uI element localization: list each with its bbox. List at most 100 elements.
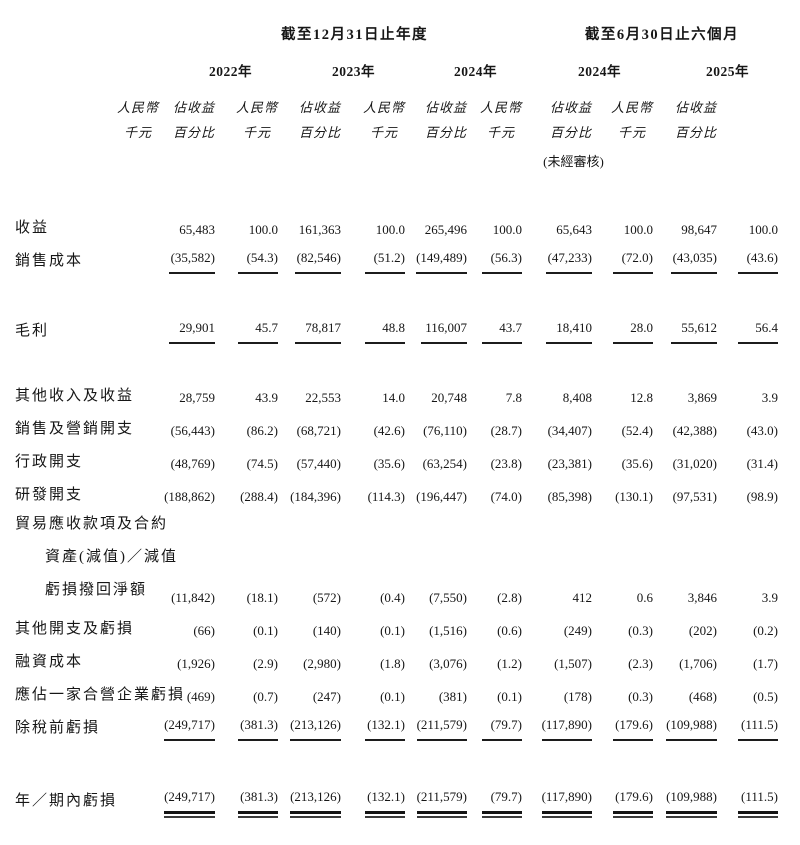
- value-text: (68,721): [296, 423, 341, 438]
- cell-value: (63,254): [405, 454, 467, 475]
- value-text: (35.6): [373, 456, 405, 471]
- value-text: (1.8): [380, 656, 405, 671]
- table-row: 其他開支及虧損 (66) (0.1) (140) (0.1) (1,516) (0.6) (2…: [15, 609, 778, 642]
- value-text: 100.0: [748, 222, 778, 237]
- subheader-pct-of-revenue: 佔收益 百分比: [405, 95, 467, 145]
- subheader-text: 人民幣 千元: [117, 95, 159, 145]
- cell-value: 18,410: [522, 318, 592, 344]
- value-text: (1,507): [554, 656, 592, 671]
- value-text: 18,410: [546, 318, 592, 344]
- value-text: 29,901: [169, 318, 215, 344]
- subheader-rmb-thousand: 人民幣 千元: [592, 95, 653, 145]
- cell-value: (31.4): [717, 454, 778, 475]
- cell-value: (79.7): [467, 787, 522, 818]
- value-text: 100.0: [375, 222, 405, 237]
- row-label: 其他開支及虧損: [15, 619, 159, 642]
- subheader-line: 人民幣: [235, 100, 278, 115]
- row-label: 應佔一家合營企業虧損: [15, 685, 183, 708]
- value-text: (117,890): [541, 787, 593, 818]
- value-text: 43.7: [482, 318, 522, 344]
- cell-value: (51.2): [341, 248, 405, 274]
- cell-value: (43.0): [717, 421, 778, 442]
- cell-value: 45.7: [215, 318, 278, 344]
- value-text: (178): [563, 689, 592, 704]
- row-label-line: 虧損撥回淨額: [45, 582, 148, 598]
- cell-value: (109,988): [653, 715, 717, 741]
- cell-value: (469): [159, 687, 215, 708]
- cell-value: (43,035): [653, 248, 717, 274]
- cell-value: (54.3): [215, 248, 278, 274]
- table-row: 貿易應收款項及合約 資產(減值)／減值 虧損撥回淨額 (11,842) (18.1) (5…: [15, 508, 778, 609]
- value-text: (0.1): [497, 689, 522, 704]
- cell-value: (1,706): [653, 654, 717, 675]
- value-text: (0.2): [753, 623, 778, 638]
- cell-value: (140): [278, 621, 341, 642]
- cell-value: (35.6): [341, 454, 405, 475]
- value-text: 116,007: [421, 318, 467, 344]
- value-text: (179.6): [613, 787, 653, 818]
- cell-value: (97,531): [653, 487, 717, 508]
- value-text: 7.8: [505, 390, 522, 405]
- subheader-text: 人民幣 千元: [611, 95, 653, 145]
- table-row: 收益 65,483 100.0 161,363 100.0 265,496 100.0 65,…: [15, 208, 778, 241]
- subheader-line: 佔收益: [549, 100, 592, 115]
- cell-value: (2,980): [278, 654, 341, 675]
- row-label-line: 銷售及營銷開支: [15, 421, 135, 437]
- value-text: (66): [193, 623, 215, 638]
- value-text: (74.5): [246, 456, 278, 471]
- value-text: 98,647: [681, 222, 717, 237]
- cell-value: (213,126): [278, 715, 341, 741]
- subheader-pct-of-revenue: 佔收益 百分比: [653, 95, 717, 145]
- cell-value: 55,612: [653, 318, 717, 344]
- year-header-2025-interim: 2025年: [706, 64, 749, 79]
- value-text: (1,706): [679, 656, 717, 671]
- table-row: 研發開支 (188,862) (288.4) (184,396) (114.3) (196…: [15, 475, 778, 508]
- value-text: 28,759: [179, 390, 215, 405]
- subheader-line: 百分比: [549, 125, 592, 140]
- value-text: 65,483: [179, 222, 215, 237]
- value-text: (1.2): [497, 656, 522, 671]
- period-header-row: 截至12月31日止年度 截至6月30日止六個月: [15, 25, 778, 45]
- value-text: 265,496: [424, 222, 467, 237]
- subheader-pct-of-revenue: 佔收益 百分比: [278, 95, 341, 145]
- value-text: (7,550): [429, 590, 467, 605]
- cell-value: (7,550): [405, 588, 467, 609]
- row-label: 行政開支: [15, 452, 159, 475]
- cell-value: (117,890): [522, 787, 593, 818]
- value-text: 22,553: [305, 390, 341, 405]
- cell-value: (2.8): [467, 588, 522, 609]
- cell-value: (98.9): [717, 487, 778, 508]
- cell-value: 12.8: [592, 388, 653, 409]
- cell-value: (72.0): [592, 248, 653, 274]
- cell-value: (178): [522, 687, 592, 708]
- subheader-text: 佔收益 百分比: [173, 95, 215, 145]
- row-label: 收益: [15, 218, 159, 241]
- cell-value: (56.3): [467, 248, 522, 274]
- cell-value: (28.7): [467, 421, 522, 442]
- subheader-text: 人民幣 千元: [480, 95, 522, 145]
- value-text: (31.4): [746, 456, 778, 471]
- row-label-line: 貿易應收款項及合約: [15, 516, 169, 532]
- row-label-line: 資產(減值)／減值: [45, 549, 178, 565]
- value-text: (79.7): [482, 787, 522, 818]
- cell-value: (572): [278, 588, 341, 609]
- value-text: 161,363: [298, 222, 341, 237]
- value-text: (97,531): [672, 489, 717, 504]
- cell-value: (35.6): [592, 454, 653, 475]
- subheader-line: 佔收益: [424, 100, 467, 115]
- value-text: (1,926): [177, 656, 215, 671]
- cell-value: 412: [522, 588, 593, 609]
- subheader-line: 人民幣: [610, 100, 653, 115]
- value-text: (184,396): [290, 489, 341, 504]
- subheader-line: 人民幣: [479, 100, 522, 115]
- year-header-2022: 2022年: [209, 64, 252, 79]
- cell-value: (0.3): [592, 687, 653, 708]
- subheader-text: 佔收益 百分比: [675, 95, 717, 145]
- value-text: (1,516): [429, 623, 467, 638]
- row-label-line: 融資成本: [15, 654, 84, 670]
- table-body: 收益 65,483 100.0 161,363 100.0 265,496 100.0 65,…: [15, 208, 778, 818]
- value-text: (572): [312, 590, 341, 605]
- subheader-line: 千元: [123, 125, 152, 140]
- cell-value: (211,579): [405, 787, 468, 818]
- row-label: 毛利: [15, 321, 159, 344]
